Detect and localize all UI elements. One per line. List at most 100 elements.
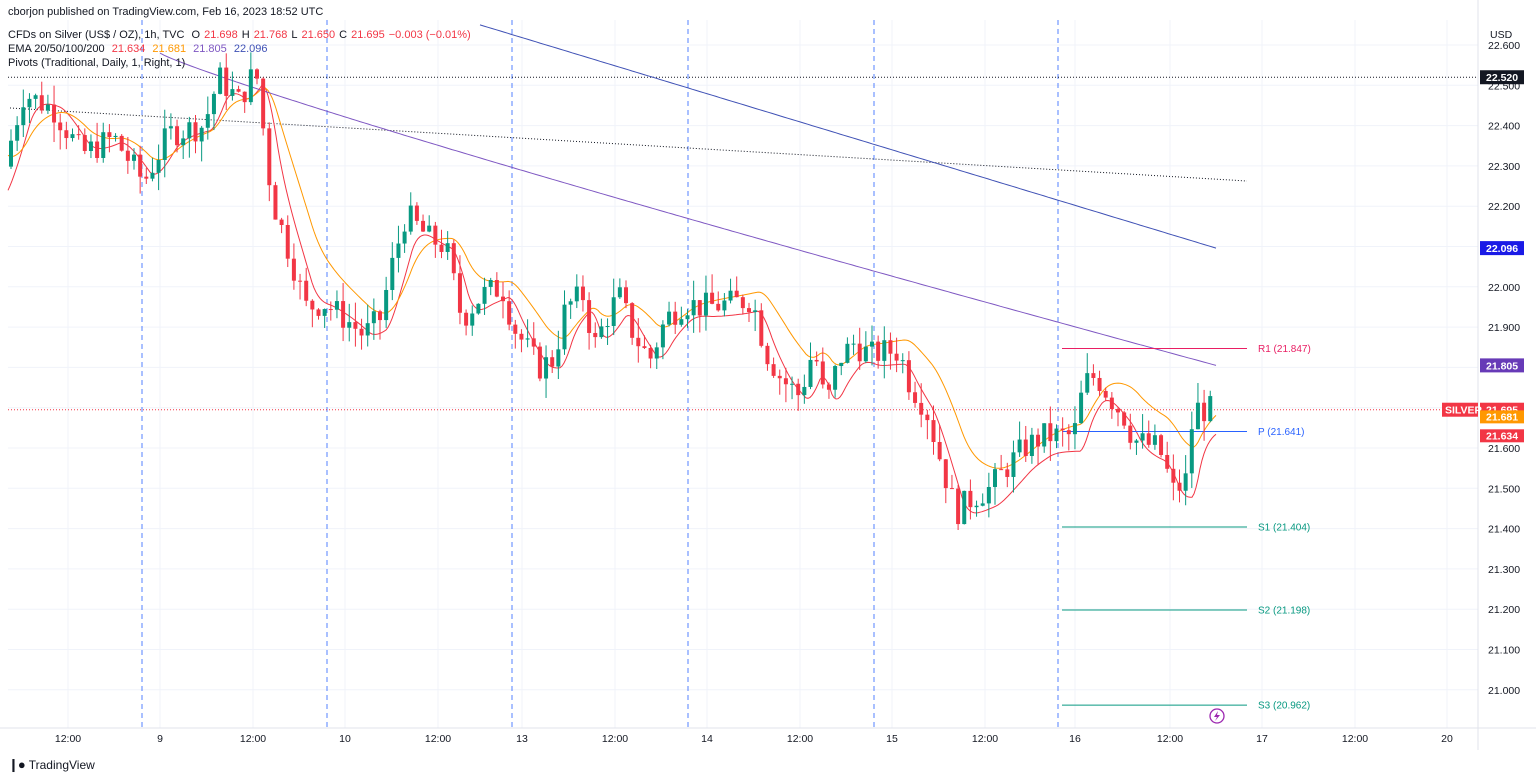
candle-body: [1122, 412, 1127, 426]
time-tick-label: 16: [1069, 733, 1081, 745]
candle-body: [230, 89, 235, 96]
candle-body: [341, 301, 346, 328]
candle-body: [777, 375, 782, 379]
candle-body: [808, 359, 813, 387]
candle-body: [353, 322, 358, 329]
ema50-badge: 21.681: [1486, 411, 1518, 423]
price-tick-label: 21.100: [1488, 645, 1520, 657]
candle-body: [119, 135, 124, 151]
candle-body: [685, 315, 690, 320]
candle-body: [519, 333, 524, 340]
candle-body: [9, 140, 13, 167]
published-line: cborjon published on TradingView.com, Fe…: [8, 6, 324, 18]
candle-body: [273, 185, 278, 220]
time-axis: 12:00 9 12:00 10 12:00 13 12:00 14 12:00 15 12:00 1…: [0, 727, 1536, 745]
candle-body: [457, 273, 462, 313]
candle-body: [156, 159, 161, 173]
pivot-r1-label: R1 (21.847): [1258, 344, 1311, 355]
trendline: [9, 107, 1248, 182]
candle-body: [1054, 428, 1059, 442]
candle-body: [255, 69, 259, 79]
ema100-badge: 21.805: [1486, 360, 1518, 372]
ema20-value: 21.634: [111, 43, 146, 55]
ema200-line: [479, 24, 1217, 249]
candle-body: [402, 231, 407, 244]
candle-body: [1005, 469, 1010, 477]
pivot-s3-label: S3 (20.962): [1258, 701, 1310, 712]
ema-legend[interactable]: EMA 20/50/100/200 21.634 21.681 21.805 2…: [8, 43, 272, 55]
candle-body: [359, 328, 364, 336]
time-tick-label: 10: [339, 733, 351, 745]
candle-body: [132, 154, 136, 161]
time-tick-label: 15: [886, 733, 898, 745]
pivot-p-label: P (21.641): [1258, 427, 1305, 438]
candle-body: [1189, 429, 1194, 474]
candle-body: [261, 78, 266, 129]
candle-body: [125, 150, 130, 161]
low-value: 21.650: [301, 29, 336, 41]
time-tick-label: 13: [516, 733, 528, 745]
candle-body: [753, 310, 758, 313]
candle-body: [267, 128, 272, 186]
price-tick-label: 21.400: [1488, 524, 1520, 536]
candle-body: [1011, 452, 1016, 477]
open-value: 21.698: [204, 29, 238, 41]
candle-body: [537, 346, 542, 379]
candle-body: [956, 488, 961, 525]
ema200-badge: 22.096: [1486, 243, 1518, 255]
hline-price-badge-bg: [1480, 70, 1524, 85]
candle-body: [894, 353, 899, 361]
price-badges: 22.52022.09621.80521.695SILVER21.68121.6…: [1442, 70, 1524, 443]
candle-body: [544, 357, 549, 379]
time-tick-label: 12:00: [1342, 733, 1368, 745]
candle-body: [76, 134, 81, 136]
candle-body: [168, 126, 173, 129]
footer-brand[interactable]: ❙● TradingView: [8, 757, 95, 773]
candle-body: [820, 361, 825, 385]
candle-body: [1017, 439, 1022, 453]
pivots-title: Pivots (Traditional, Daily, 1, Right, 1): [8, 57, 186, 69]
price-tick-label: 21.600: [1488, 443, 1520, 455]
candle-body: [642, 346, 647, 348]
candle-body: [39, 95, 44, 111]
pivot-s1-label: S1 (21.404): [1258, 522, 1310, 533]
candle-body: [144, 176, 149, 179]
candle-body: [611, 297, 616, 326]
candle-body: [1171, 468, 1176, 483]
symbol-legend[interactable]: CFDs on Silver (US$ / OZ), 1h, TVC O 21.6…: [8, 29, 479, 41]
candle-body: [1029, 434, 1034, 457]
candle-body: [1066, 430, 1071, 435]
time-tick-label: 12:00: [240, 733, 266, 745]
candle-body: [1072, 423, 1077, 435]
candle-body: [162, 128, 167, 160]
candle-body: [421, 220, 426, 232]
time-tick-label: 20: [1441, 733, 1453, 745]
candle-body: [550, 357, 555, 367]
time-tick-label: 9: [157, 733, 163, 745]
candle-body: [33, 95, 38, 99]
currency-label: USD: [1490, 29, 1513, 41]
candle-body: [876, 341, 881, 361]
ema20-badge: 21.634: [1486, 430, 1518, 442]
candle-body: [101, 132, 106, 158]
candle-body: [187, 122, 192, 139]
ema100-badge-bg: [1480, 358, 1524, 373]
candle-body: [52, 104, 57, 123]
candle-body: [384, 289, 389, 321]
candle-body: [722, 300, 727, 311]
candle-body: [1060, 428, 1065, 431]
candle-body: [1165, 454, 1170, 469]
candle-body: [21, 107, 26, 126]
candle-body: [211, 93, 216, 115]
candle-body: [660, 324, 665, 348]
candle-body: [919, 402, 924, 415]
candle-body: [882, 340, 887, 361]
candle-body: [427, 225, 432, 232]
trendline: [8, 76, 1478, 411]
pivots-legend[interactable]: Pivots (Traditional, Daily, 1, Right, 1): [8, 57, 189, 69]
ema200-badge-bg: [1480, 241, 1524, 256]
time-tick-label: 12:00: [602, 733, 628, 745]
candle-body: [648, 347, 653, 359]
candle-body: [291, 258, 296, 281]
